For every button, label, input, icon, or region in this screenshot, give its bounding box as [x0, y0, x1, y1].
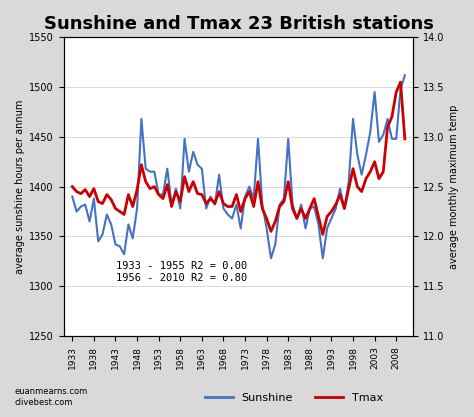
Text: 1933 - 1955 R2 = 0.00
1956 - 2010 R2 = 0.80: 1933 - 1955 R2 = 0.00 1956 - 2010 R2 = 0… — [116, 261, 247, 283]
Tmax — [238, 209, 244, 214]
Y-axis label: average monthly maximum temp: average monthly maximum temp — [449, 104, 459, 269]
Tmax — [126, 192, 131, 197]
Title: Sunshine and Tmax 23 British stations: Sunshine and Tmax 23 British stations — [44, 15, 434, 33]
Sunshine — [402, 73, 408, 78]
Legend: Sunshine, Tmax: Sunshine, Tmax — [201, 388, 387, 407]
Tmax — [69, 184, 75, 189]
Text: euanmearns.com: euanmearns.com — [14, 387, 88, 396]
Tmax — [307, 206, 313, 211]
Y-axis label: average sunshine hours per annum: average sunshine hours per annum — [15, 99, 25, 274]
Line: Tmax: Tmax — [72, 82, 405, 234]
Tmax — [402, 136, 408, 141]
Sunshine — [268, 256, 274, 261]
Tmax — [177, 199, 183, 204]
Tmax — [398, 80, 403, 85]
Sunshine — [212, 202, 218, 207]
Tmax — [212, 201, 218, 206]
Sunshine — [311, 204, 317, 209]
Sunshine — [91, 196, 97, 201]
Text: clivebest.com: clivebest.com — [14, 398, 73, 407]
Sunshine — [238, 226, 244, 231]
Line: Sunshine: Sunshine — [72, 75, 405, 258]
Tmax — [91, 186, 97, 191]
Sunshine — [69, 194, 75, 199]
Sunshine — [126, 222, 131, 227]
Sunshine — [177, 206, 183, 211]
Tmax — [320, 232, 326, 237]
